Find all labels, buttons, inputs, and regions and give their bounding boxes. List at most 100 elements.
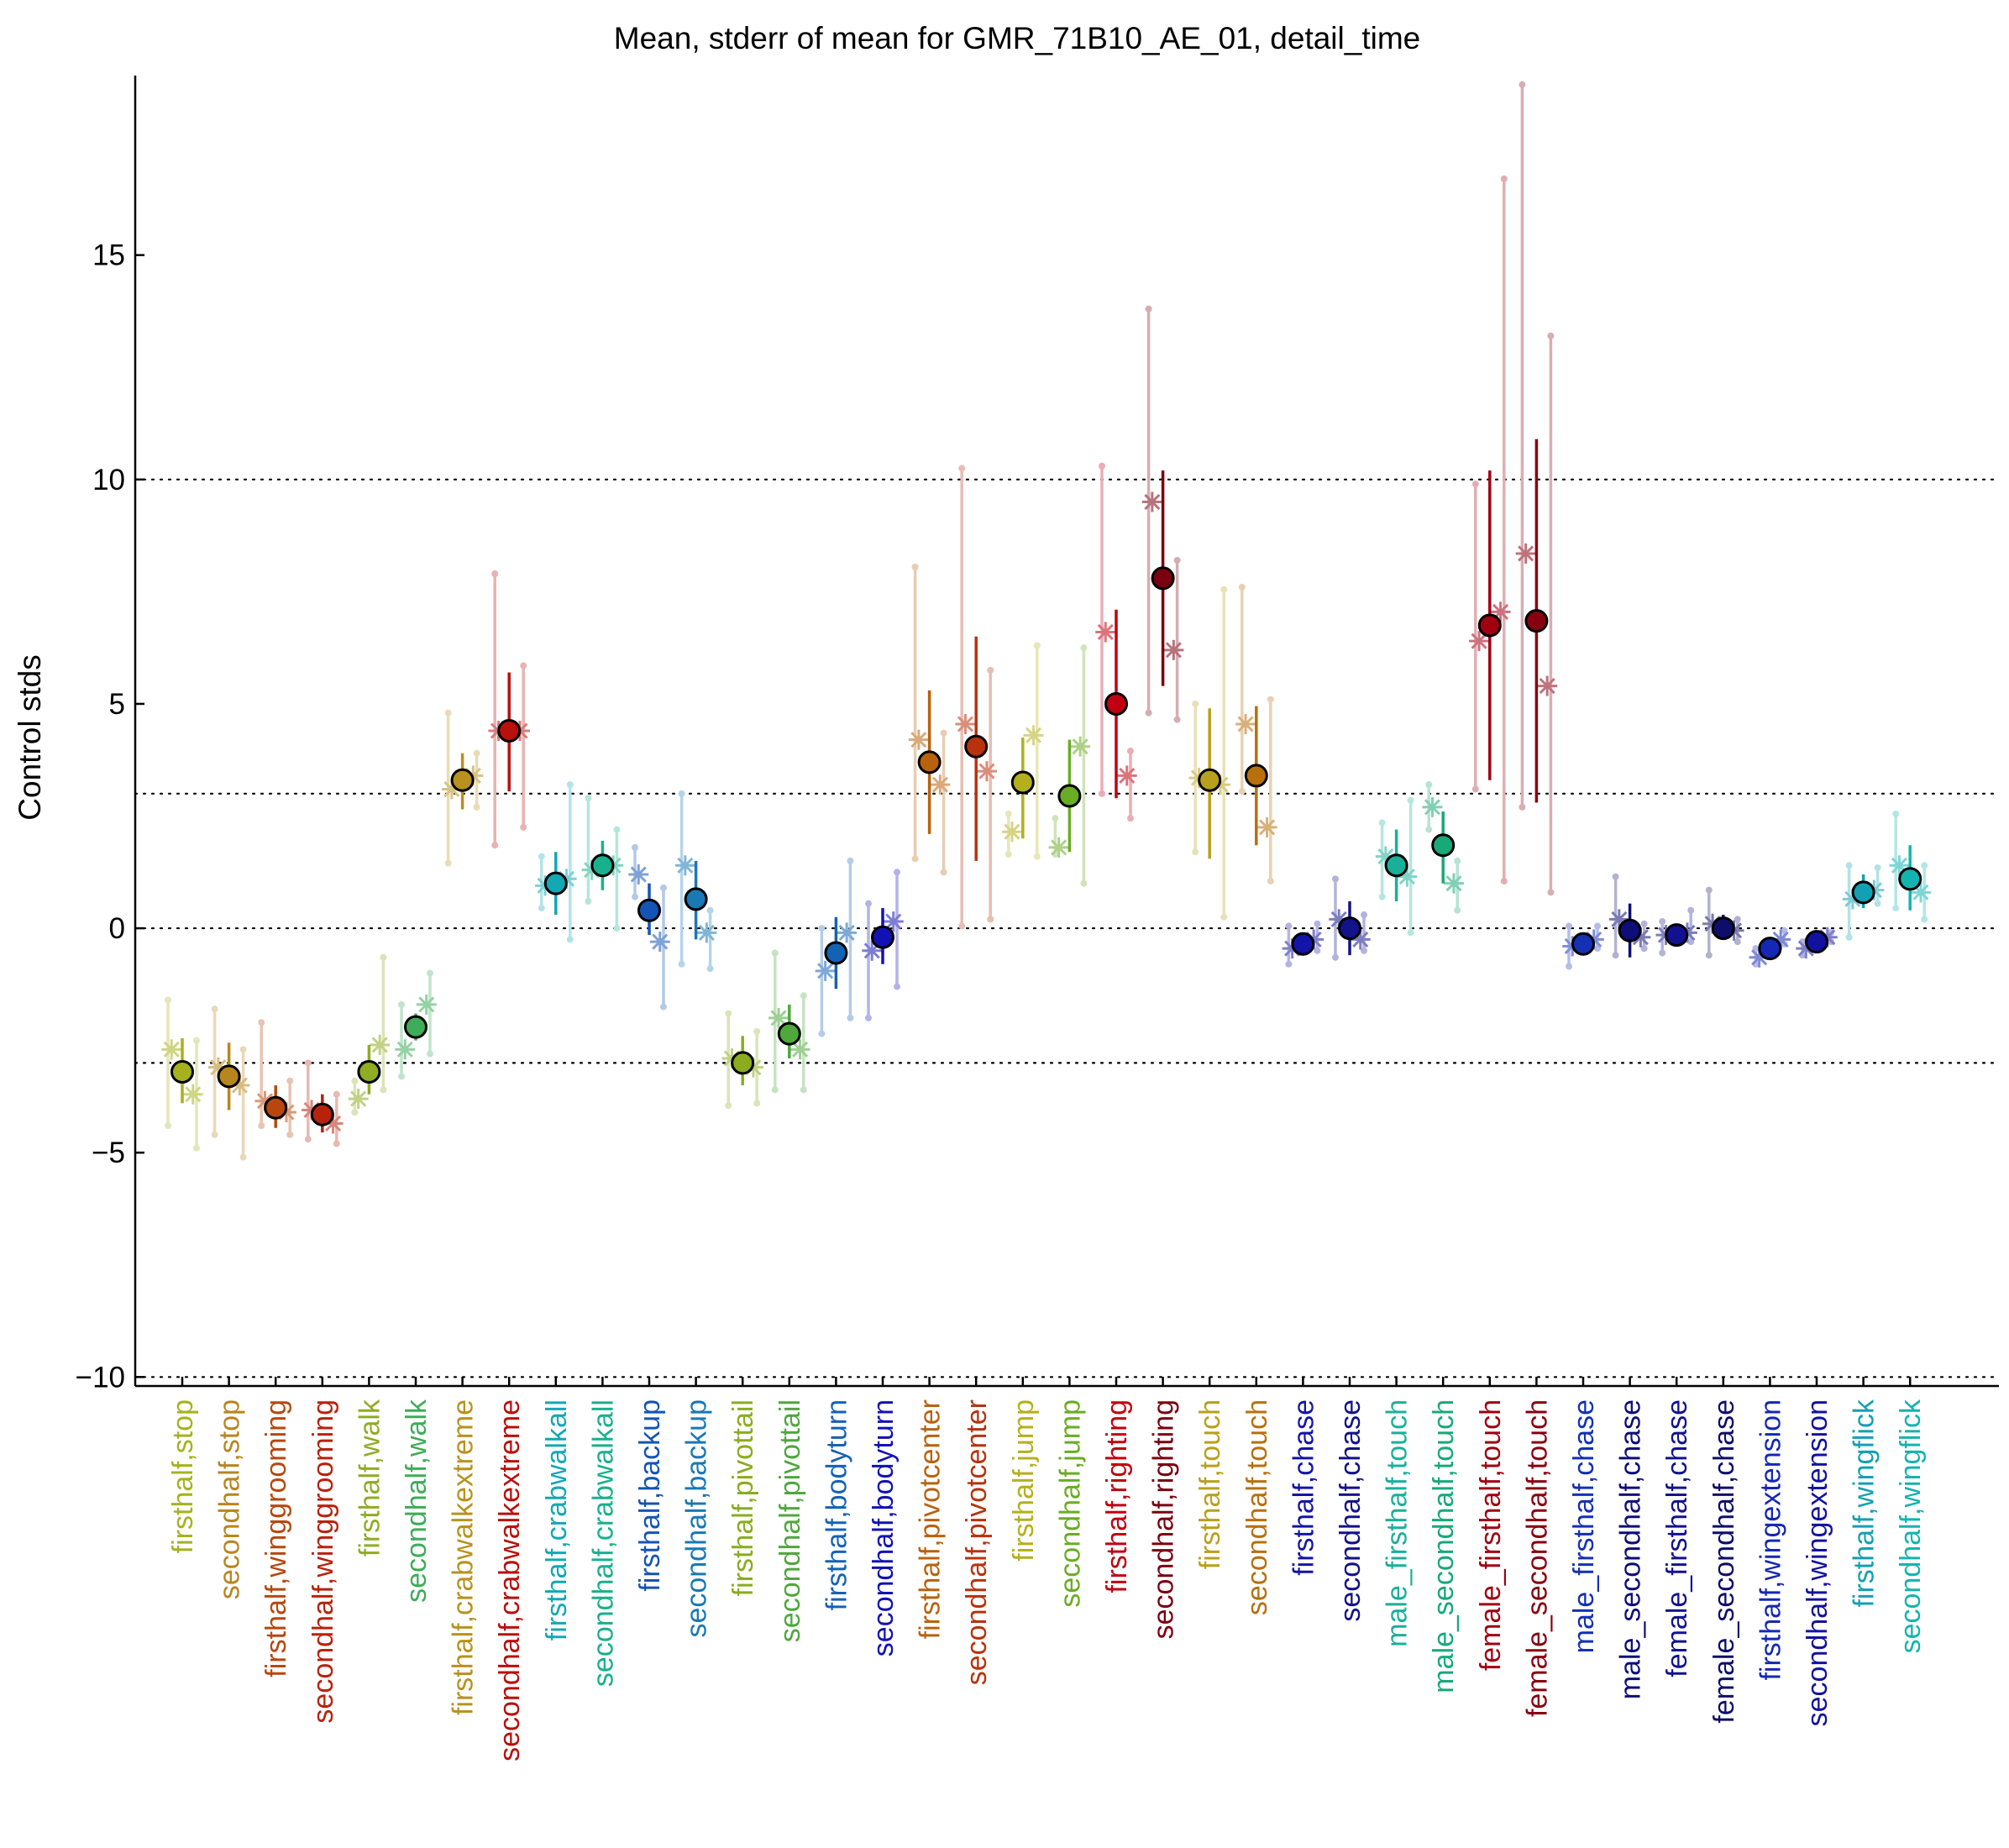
sub-range-end	[1687, 938, 1695, 946]
sub-range-end	[725, 1010, 732, 1017]
sub-range-end	[351, 1109, 359, 1116]
sub-range-end	[678, 960, 685, 968]
sub-range-end	[1687, 906, 1695, 914]
sub-marker	[182, 1084, 203, 1105]
x-tick-label: secondhalf,winggrooming	[307, 1399, 339, 1724]
y-tick-label: 15	[92, 239, 125, 272]
sub-range-end	[1173, 716, 1181, 723]
x-tick-label: firsthalf,backup	[634, 1399, 666, 1592]
sub-marker	[1256, 816, 1277, 837]
sub-marker	[1002, 822, 1023, 843]
x-tick-label: firsthalf,crabwalkall	[541, 1399, 573, 1641]
sub-range-end	[1921, 862, 1928, 869]
y-tick-label: −10	[76, 1361, 125, 1394]
sub-range-end	[520, 662, 527, 669]
x-tick-label: firsthalf,crabwalkextreme	[448, 1399, 480, 1715]
mean-marker	[450, 768, 475, 792]
sub-range-end	[1874, 864, 1881, 871]
sub-marker-stroke	[677, 857, 694, 874]
sub-range-end	[1734, 938, 1741, 946]
mean-marker	[1057, 784, 1082, 808]
sub-range-end	[753, 1027, 761, 1035]
sub-marker-stroke	[210, 1059, 227, 1076]
sub-range-end	[958, 922, 966, 930]
sub-range-end	[1192, 700, 1199, 707]
mean-marker	[1851, 880, 1875, 905]
sub-marker-stroke	[1072, 738, 1088, 755]
mean-marker	[1104, 691, 1128, 716]
mean-marker	[1898, 867, 1922, 891]
sub-range-end	[1285, 922, 1293, 930]
sub-range-end	[894, 869, 900, 876]
sub-marker	[395, 1039, 416, 1060]
sub-marker-stroke	[256, 1093, 273, 1110]
mean-marker	[1244, 764, 1268, 788]
x-tick-label: firsthalf,winggrooming	[260, 1399, 292, 1677]
mean-marker	[310, 1102, 334, 1126]
sub-range-end	[1173, 556, 1181, 564]
x-tick-label: secondhalf,bodyturn	[868, 1399, 900, 1656]
x-tick-label: firsthalf,wingextension	[1755, 1399, 1786, 1681]
sub-range-end	[351, 1077, 359, 1084]
sub-range-end	[538, 905, 545, 912]
x-tick-label: secondhalf,wingflick	[1895, 1399, 1927, 1653]
sub-marker	[1443, 873, 1464, 894]
sub-range-end	[1407, 796, 1414, 804]
sub-range-end	[286, 1077, 294, 1084]
sub-marker-stroke	[978, 763, 995, 780]
sub-range-end	[847, 1014, 854, 1021]
sub-range-end	[1332, 953, 1339, 961]
mean-marker	[1758, 937, 1782, 961]
y-tick-label: 10	[92, 464, 125, 496]
sub-range-end	[940, 729, 947, 737]
sub-range-end	[1425, 781, 1433, 789]
sub-range-end	[1192, 848, 1199, 856]
sub-range-end	[1659, 918, 1666, 926]
sub-marker	[1141, 491, 1162, 512]
sub-marker-stroke	[1891, 857, 1907, 874]
mean-marker	[684, 887, 708, 911]
mean-marker	[637, 898, 661, 922]
sub-range-end	[987, 666, 994, 674]
sub-range-end	[1099, 462, 1105, 470]
sub-marker-stroke	[1165, 642, 1182, 659]
sub-range-end	[585, 795, 592, 802]
sub-range-end	[1519, 81, 1526, 88]
sub-range-end	[520, 823, 527, 831]
sub-marker	[815, 960, 836, 981]
x-tick-label: female_firsthalf,touch	[1475, 1399, 1507, 1671]
mean-marker	[497, 719, 522, 743]
sub-range-end	[1267, 696, 1274, 703]
sub-marker-stroke	[1330, 911, 1347, 927]
y-tick-label: 5	[109, 688, 125, 721]
mean-marker	[1198, 768, 1222, 792]
sub-marker-stroke	[1144, 493, 1161, 511]
sub-range-end	[1519, 803, 1526, 811]
sub-marker-stroke	[1611, 911, 1628, 927]
sub-range-end	[444, 709, 452, 717]
mean-marker	[731, 1051, 755, 1075]
sub-range-end	[211, 1131, 218, 1138]
sub-marker-stroke	[1025, 727, 1042, 743]
mean-series-layer	[170, 438, 1922, 1133]
sub-range-end	[1033, 642, 1041, 649]
sub-marker-stroke	[1471, 633, 1487, 649]
sub-range-end	[1612, 873, 1619, 880]
sub-marker	[628, 864, 649, 885]
sub-marker-stroke	[1539, 678, 1555, 695]
sub-range-end	[1705, 952, 1713, 959]
sub-marker-stroke	[838, 924, 855, 941]
x-tick-label: firsthalf,walk	[354, 1399, 386, 1557]
mean-marker	[1524, 609, 1549, 633]
x-tick-label: secondhalf,crabwalkextreme	[494, 1399, 526, 1761]
x-tick-label: firsthalf,bodyturn	[821, 1399, 852, 1610]
sub-range-end	[1471, 785, 1479, 793]
sub-range-end	[380, 1086, 387, 1094]
sub-range-end	[427, 1050, 433, 1058]
sub-range-end	[193, 1144, 200, 1152]
sub-range-end	[1566, 922, 1572, 930]
sub-range-end	[1145, 709, 1152, 717]
sub-marker-stroke	[817, 963, 834, 979]
sub-marker-stroke	[1398, 869, 1415, 885]
sub-marker-stroke	[1259, 819, 1276, 836]
